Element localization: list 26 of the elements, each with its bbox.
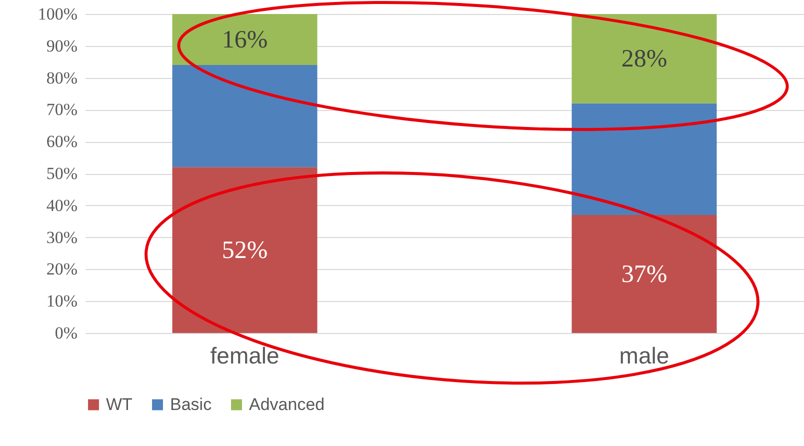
data-label: 28% [621,46,668,73]
bar [172,14,318,66]
y-tick-label: 0% [54,324,78,342]
bar [572,103,717,215]
y-tick-label: 70% [46,100,78,120]
y-tick-label: 60% [46,132,78,152]
bar [172,65,318,168]
y-tick-label: 30% [46,228,78,247]
y-tick-label: 100% [38,4,78,24]
bar [572,214,717,333]
y-tick-label: 50% [46,164,78,183]
y-tick-label: 90% [46,36,78,56]
y-tick-label: 10% [46,292,78,311]
x-tick-label: female [210,342,280,368]
y-tick-label: 80% [46,68,78,88]
bar [572,14,717,104]
bar [172,167,318,333]
legend-label: Advanced [249,394,325,414]
y-tick-label: 40% [46,196,78,215]
y-tick-label: 20% [46,260,78,279]
legend-label: Basic [170,394,212,414]
x-tick-label: male [619,342,670,368]
legend-label: WT [106,394,132,414]
data-label: 52% [222,237,268,264]
data-label: 37% [621,260,668,288]
data-label: 16% [222,26,268,54]
